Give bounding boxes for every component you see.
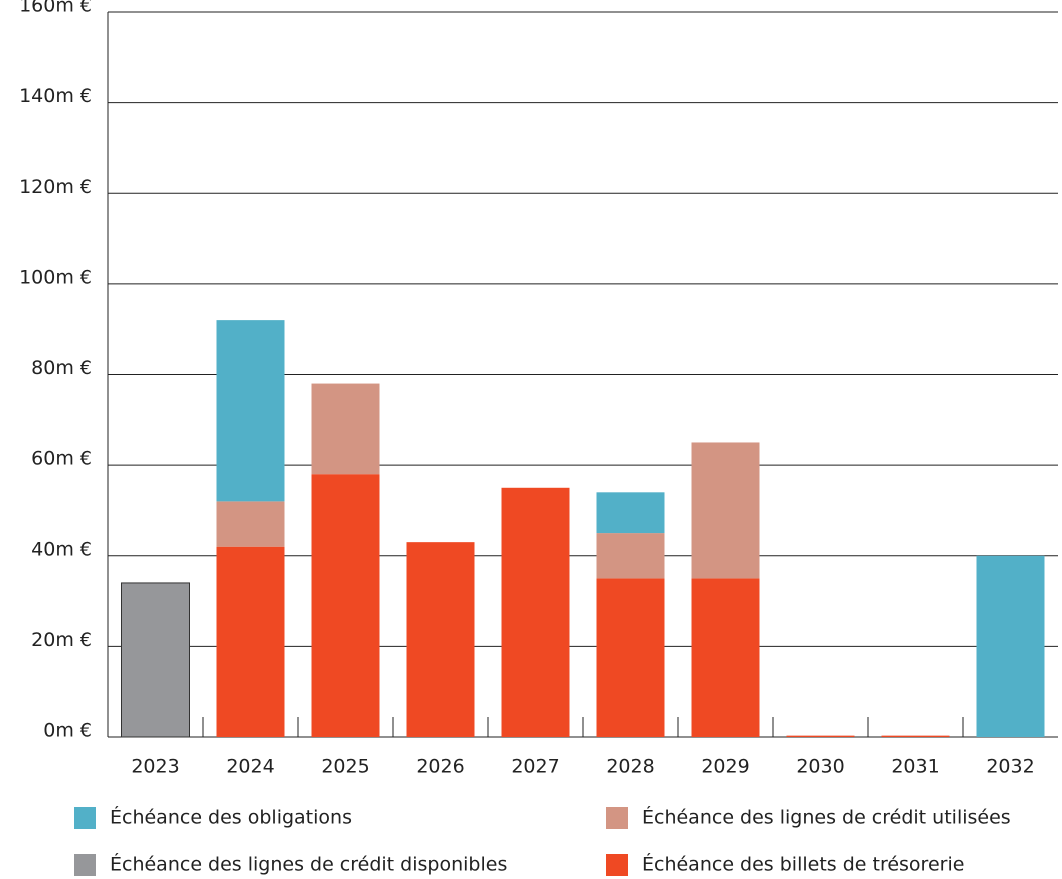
bar-segment <box>216 546 285 737</box>
x-tick-label: 2032 <box>986 756 1034 778</box>
bar-segment <box>596 492 665 534</box>
y-tick-label: 100m € <box>19 266 92 288</box>
x-tick-label: 2029 <box>701 756 749 778</box>
legend-label: Échéance des lignes de crédit utilisées <box>642 806 1011 829</box>
x-tick-label: 2027 <box>511 756 559 778</box>
x-tick-label: 2031 <box>891 756 939 778</box>
bar-segment <box>216 320 285 502</box>
bar-segment <box>501 487 570 737</box>
bar-segment <box>121 582 190 738</box>
legend-swatch <box>606 807 628 829</box>
bar-segment <box>596 533 665 579</box>
bar-segment <box>311 474 380 737</box>
y-tick-label: 80m € <box>31 357 92 379</box>
bar-segment <box>691 578 760 737</box>
bar-segment <box>786 735 855 737</box>
legend-swatch <box>74 807 96 829</box>
y-tick-label: 20m € <box>31 629 92 651</box>
legend-label: Échéance des billets de trésorerie <box>642 853 964 876</box>
x-tick-label: 2028 <box>606 756 654 778</box>
y-tick-label: 0m € <box>43 720 92 742</box>
x-tick-label: 2030 <box>796 756 844 778</box>
bar-segment <box>881 735 950 737</box>
bar-segment <box>216 501 285 547</box>
x-tick-label: 2025 <box>321 756 369 778</box>
y-tick-label: 160m € <box>19 0 92 17</box>
legend-swatch <box>74 854 96 876</box>
bar-segment <box>311 383 380 475</box>
y-tick-label: 120m € <box>19 176 92 198</box>
bar-segment <box>596 578 665 737</box>
legend-label: Échéance des obligations <box>110 806 352 829</box>
bar-segment <box>691 442 760 579</box>
y-tick-label: 60m € <box>31 448 92 470</box>
y-tick-label: 40m € <box>31 538 92 560</box>
bar-segment <box>976 555 1045 737</box>
x-tick-label: 2023 <box>131 756 179 778</box>
x-tick-label: 2024 <box>226 756 274 778</box>
y-tick-label: 140m € <box>19 85 92 107</box>
bar-segment <box>406 542 475 737</box>
x-tick-label: 2026 <box>416 756 464 778</box>
legend-swatch <box>606 854 628 876</box>
legend-label: Échéance des lignes de crédit disponible… <box>110 853 507 876</box>
